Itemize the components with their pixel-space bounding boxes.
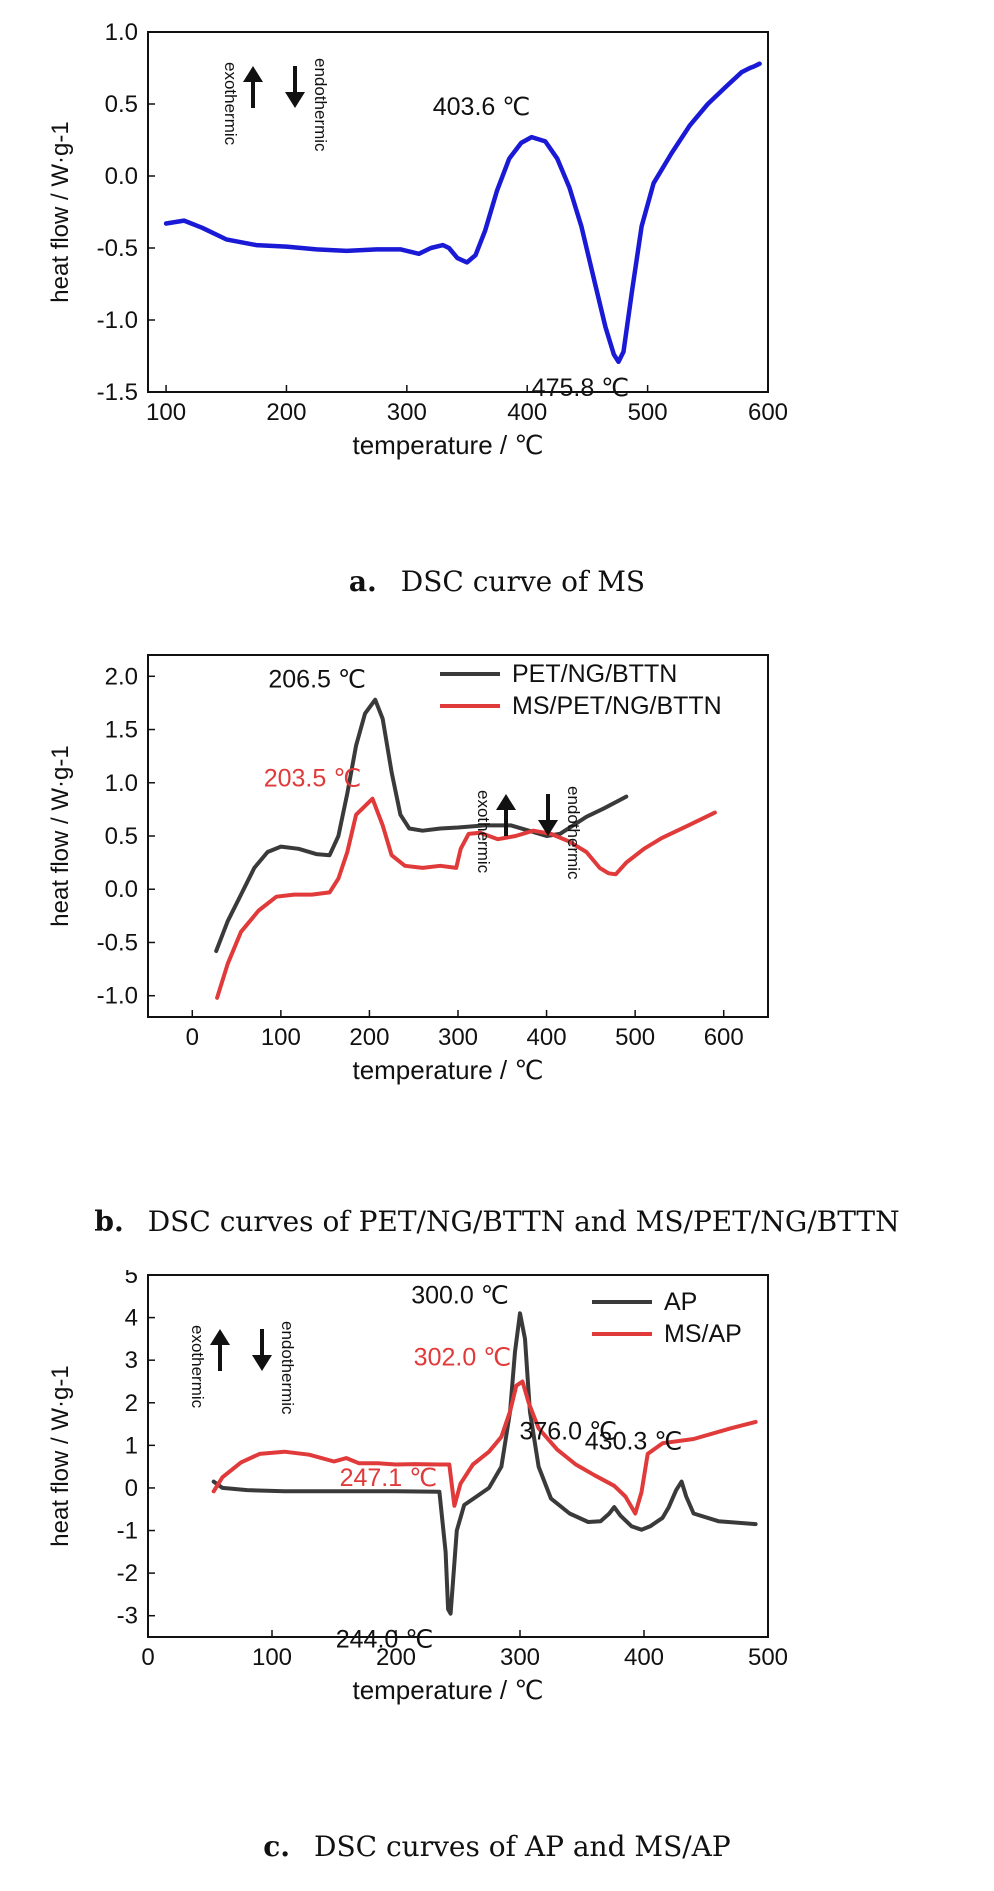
exothermic-label: exothermic: [474, 790, 493, 874]
chart-b: 0 100 200 300 400 500 600 -1.0 -0.5 0.0 0.5 1.0 1.5 2…: [0, 640, 994, 1200]
x-tick-label: 400: [507, 399, 547, 426]
x-tick-label: 100: [261, 1024, 301, 1051]
x-tick-label: 500: [615, 1024, 655, 1051]
peak-annotation: 475.8 ℃: [532, 374, 630, 402]
y-axis-label: heat flow / W·g-1: [47, 121, 74, 302]
y-tick-label: 0.5: [105, 91, 138, 118]
peak-annotation: 203.5 ℃: [264, 765, 362, 793]
caption-b: b. DSC curves of PET/NG/BTTN and MS/PET/N…: [0, 1205, 994, 1238]
down-arrow-icon: [538, 794, 558, 836]
legend-label: MS/AP: [664, 1320, 742, 1348]
peak-annotation: 302.0 ℃: [414, 1343, 512, 1371]
x-tick-label: 200: [349, 1024, 389, 1051]
x-tick-label: 200: [266, 399, 306, 426]
caption-c-letter: c.: [263, 1830, 290, 1863]
x-tick-label: 400: [527, 1024, 567, 1051]
y-tick-label: 1.0: [105, 19, 138, 46]
x-tick-label: 500: [748, 1644, 788, 1671]
x-tick-label: 100: [252, 1644, 292, 1671]
y-tick-label: 0.5: [105, 823, 138, 850]
x-tick-label: 400: [624, 1644, 664, 1671]
peak-annotation: 300.0 ℃: [411, 1281, 509, 1309]
x-tick-label: 600: [704, 1024, 744, 1051]
caption-c: c. DSC curves of AP and MS/AP: [0, 1830, 994, 1863]
peak-annotation: 403.6 ℃: [433, 93, 531, 121]
y-tick-label: 0: [125, 1475, 138, 1502]
exothermic-label: exothermic: [221, 62, 240, 146]
y-tick-label: 1.0: [105, 770, 138, 797]
x-tick-label: 100: [146, 399, 186, 426]
peak-annotation: 206.5 ℃: [268, 666, 366, 694]
x-axis-label: temperature / ℃: [352, 430, 543, 460]
x-tick-label: 0: [186, 1024, 199, 1051]
plot-frame: [148, 32, 768, 392]
y-tick-label: 2.0: [105, 663, 138, 690]
y-tick-label: -1.0: [97, 983, 138, 1010]
x-tick-label: 600: [748, 399, 788, 426]
y-tick-label: -1.5: [97, 379, 138, 406]
chart-a: 100 200 300 400 500 600 -1.5 -1.0 -0.5 0.0 0.5 1.0 t…: [0, 0, 994, 560]
up-arrow-icon: [243, 66, 263, 108]
endothermic-label: endothermic: [564, 786, 583, 880]
caption-a-text: DSC curve of MS: [401, 565, 645, 598]
caption-b-text: DSC curves of PET/NG/BTTN and MS/PET/NG/…: [148, 1205, 900, 1238]
x-axis-label: temperature / ℃: [352, 1055, 543, 1085]
x-tick-label: 300: [387, 399, 427, 426]
down-arrow-icon: [285, 66, 305, 108]
peak-annotation: 247.1 ℃: [340, 1464, 438, 1492]
caption-b-letter: b.: [94, 1205, 123, 1238]
caption-c-text: DSC curves of AP and MS/AP: [314, 1830, 731, 1863]
chart-c: 0 100 200 300 400 500-3-2-1012345temperature …: [0, 1270, 994, 1830]
panel-a: 100 200 300 400 500 600 -1.5 -1.0 -0.5 0.0 0.5 1.0 t…: [0, 0, 994, 620]
peak-annotation: 244.0 ℃: [336, 1626, 434, 1654]
x-tick-label: 300: [500, 1644, 540, 1671]
x-axis-label: temperature / ℃: [352, 1675, 543, 1705]
y-axis-label: heat flow / W·g-1: [47, 745, 74, 926]
up-arrow-icon: [210, 1329, 230, 1371]
y-tick-label: -2: [117, 1560, 138, 1587]
y-tick-label: 1.5: [105, 717, 138, 744]
x-tick-label: 0: [141, 1644, 154, 1671]
y-axis-label: heat flow / W·g-1: [47, 1365, 74, 1546]
y-tick-label: -1: [117, 1518, 138, 1545]
y-tick-label: 4: [125, 1305, 138, 1332]
y-tick-label: -0.5: [97, 235, 138, 262]
caption-a-letter: a.: [349, 565, 377, 598]
y-tick-label: 0.0: [105, 876, 138, 903]
legend-label: MS/PET/NG/BTTN: [512, 692, 722, 720]
y-tick-label: 2: [125, 1390, 138, 1417]
y-tick-label: -3: [117, 1603, 138, 1630]
endothermic-label: endothermic: [278, 1321, 297, 1415]
y-tick-label: 5: [125, 1270, 138, 1289]
y-tick-label: 0.0: [105, 163, 138, 190]
caption-a: a. DSC curve of MS: [0, 565, 994, 598]
x-tick-label: 500: [628, 399, 668, 426]
peak-annotation: 430.3 ℃: [585, 1428, 683, 1456]
panel-b: 0 100 200 300 400 500 600 -1.0 -0.5 0.0 0.5 1.0 1.5 2…: [0, 640, 994, 1260]
y-tick-label: 3: [125, 1347, 138, 1374]
down-arrow-icon: [252, 1329, 272, 1371]
legend-label: PET/NG/BTTN: [512, 660, 677, 688]
y-tick-label: -0.5: [97, 929, 138, 956]
y-tick-label: -1.0: [97, 307, 138, 334]
up-arrow-icon: [496, 794, 516, 836]
exothermic-label: exothermic: [188, 1325, 207, 1409]
x-tick-label: 300: [438, 1024, 478, 1051]
endothermic-label: endothermic: [311, 58, 330, 152]
y-tick-label: 1: [125, 1432, 138, 1459]
panel-c: 0 100 200 300 400 500 -3 -2 -1 0 1 2 3 4 5 temperature …: [0, 1270, 994, 1891]
legend-label: AP: [664, 1288, 697, 1316]
